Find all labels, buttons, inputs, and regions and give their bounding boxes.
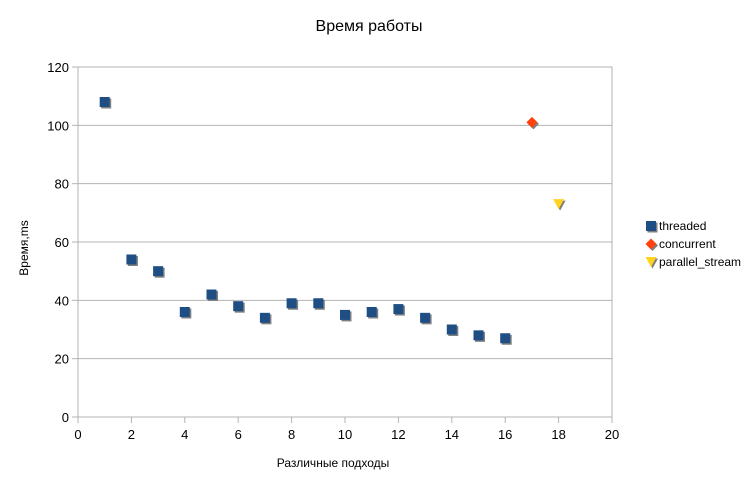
legend-marker-threaded [646,221,658,233]
x-tick-label: 6 [235,427,242,442]
x-axis-label: Различные подходы [277,456,390,470]
x-tick-label: 12 [391,427,405,442]
legend-item-threaded: threaded [646,219,706,233]
data-point-threaded-shape [259,312,270,323]
data-point-threaded [259,312,272,325]
data-point-concurrent-shape [526,116,538,128]
plot-area-border [77,66,613,418]
chart-title: Время работы [316,18,423,35]
y-axis-label: Время,ms [17,220,31,275]
x-tick-label: 4 [181,427,188,442]
data-point-threaded [313,298,325,310]
data-point-threaded [286,298,299,310]
data-point-threaded-shape [420,312,431,323]
data-point-threaded-shape [153,266,164,277]
data-point-concurrent [526,116,539,130]
y-tick-label: 80 [55,177,69,192]
data-point-threaded-shape [366,307,377,317]
legend-item-parallel_stream: parallel_stream [645,255,741,269]
legend-label-concurrent: concurrent [659,237,716,251]
y-tick-label: 120 [47,60,69,75]
legend-marker-parallel_stream-shape [645,257,657,267]
y-tick-label: 60 [55,235,69,250]
x-tick-label: 14 [445,427,459,442]
x-tick-label: 8 [288,427,295,442]
data-point-threaded-shape [286,298,297,309]
tick-labels: 0 20 40 60 80 100 120 0 2 4 6 8 10 12 14 16 18 20 [47,60,619,442]
y-tick-label: 20 [55,352,69,367]
data-point-threaded-shape [233,301,244,312]
data-point-threaded-shape [206,289,217,300]
data-point-threaded-shape [99,97,110,107]
data-point-threaded [126,254,138,266]
legend-marker-threaded-shape [646,221,656,231]
data-point-threaded-shape [500,333,511,344]
legend-marker-parallel_stream [645,257,658,269]
data-points [99,97,566,345]
y-tick-label: 40 [55,293,69,308]
legend-label-parallel_stream: parallel_stream [659,255,741,269]
data-point-threaded-shape [126,254,137,265]
data-point-threaded-shape [179,307,190,317]
data-point-threaded [153,266,165,278]
data-point-threaded [366,307,379,319]
data-point-threaded [500,333,512,345]
data-point-threaded [473,330,485,342]
x-tick-label: 0 [74,427,81,442]
x-tick-label: 16 [498,427,512,442]
y-tick-label: 100 [47,118,69,133]
data-point-threaded-shape [313,298,324,309]
x-tick-label: 20 [605,427,619,442]
legend-label-threaded: threaded [659,219,706,233]
legend-marker-concurrent-shape [645,238,657,250]
data-point-parallel_stream [553,199,566,211]
gridlines [72,66,613,423]
data-point-threaded-shape [446,324,457,335]
data-point-threaded-shape [473,330,484,341]
x-tick-label: 18 [551,427,565,442]
y-tick-label: 0 [62,410,69,425]
data-point-threaded [420,312,432,325]
x-tick-label: 2 [128,427,135,442]
data-point-threaded [233,301,245,313]
data-point-threaded [446,324,459,336]
data-point-threaded [206,289,218,301]
legend-item-concurrent: concurrent [645,237,716,251]
data-point-threaded [393,304,405,316]
data-point-threaded-shape [340,309,350,320]
legend: threaded concurrent parallel_stream [645,219,741,269]
legend-marker-concurrent [645,238,658,251]
data-point-threaded [99,97,112,109]
x-tick-label: 10 [338,427,352,442]
data-point-threaded [340,309,352,322]
data-point-threaded [179,307,192,319]
data-point-threaded-shape [393,304,404,315]
data-point-parallel_stream-shape [553,199,565,210]
